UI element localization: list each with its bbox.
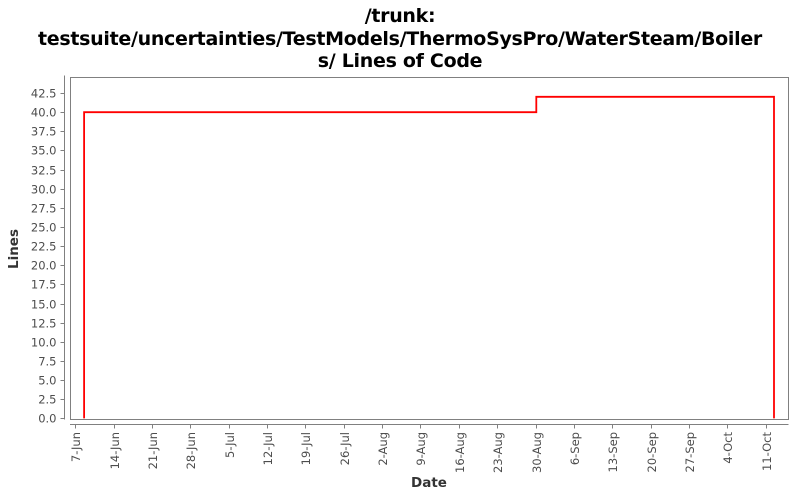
x-tick-label: 12-Jul <box>261 432 275 465</box>
y-tick-label: 2.5 <box>38 393 56 407</box>
x-tick-label: 13-Sep <box>606 432 620 472</box>
chart-title: /trunk: testsuite/uncertainties/TestMode… <box>0 5 800 73</box>
y-tick-label: 30.0 <box>31 183 57 197</box>
x-tick-label: 7-Jun <box>69 432 83 462</box>
x-tick-label: 14-Jun <box>108 432 122 469</box>
y-tick-label: 37.5 <box>31 125 57 139</box>
loc-line <box>83 95 775 419</box>
y-tick-label: 10.0 <box>31 336 57 350</box>
y-tick-label: 22.5 <box>31 240 57 254</box>
y-tick-label: 12.5 <box>31 317 57 331</box>
y-tick-label: 17.5 <box>31 278 57 292</box>
y-axis-title: Lines <box>6 228 22 270</box>
x-tick-label: 19-Jul <box>299 432 313 465</box>
x-tick-label: 23-Aug <box>491 432 505 473</box>
y-tick-label: 32.5 <box>31 164 57 178</box>
chart-title-line-3: s/ Lines of Code <box>317 50 483 72</box>
y-tick-label: 0.0 <box>38 412 56 426</box>
x-tick-label: 5-Jul <box>223 432 237 458</box>
x-tick-label: 21-Jun <box>146 432 160 469</box>
y-tick-label: 27.5 <box>31 202 57 216</box>
plot-frame <box>70 77 789 420</box>
x-tick-label: 2-Aug <box>376 432 390 466</box>
y-tick-label: 35.0 <box>31 144 57 158</box>
x-tick-label: 28-Jun <box>184 432 198 469</box>
y-tick-label: 7.5 <box>38 355 56 369</box>
x-axis-title: Date <box>411 475 447 491</box>
x-tick-label: 9-Aug <box>414 432 428 466</box>
chart-title-line-1: /trunk: <box>364 5 436 27</box>
x-tick-label: 27-Sep <box>683 432 697 472</box>
x-tick-label: 30-Aug <box>530 432 544 473</box>
chart-title-line-2: testsuite/uncertainties/TestModels/Therm… <box>37 27 762 50</box>
x-tick-label: 4-Oct <box>721 432 735 464</box>
y-tick-label: 25.0 <box>31 221 57 235</box>
y-tick-label: 15.0 <box>31 298 57 312</box>
y-tick-label: 40.0 <box>31 106 57 120</box>
x-tick-label: 6-Sep <box>568 432 582 465</box>
x-tick-label: 26-Jul <box>338 432 352 465</box>
x-tick-label: 16-Aug <box>453 432 467 473</box>
x-tick-label: 20-Sep <box>645 432 659 472</box>
y-tick-label: 5.0 <box>38 374 56 388</box>
y-tick-label: 20.0 <box>31 259 57 273</box>
y-tick-label: 42.5 <box>31 87 57 101</box>
x-tick-label: 11-Oct <box>760 432 774 471</box>
